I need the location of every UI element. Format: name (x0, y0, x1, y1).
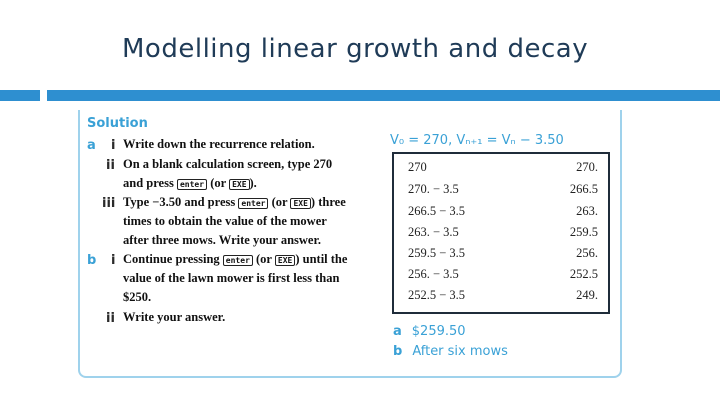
answer-text: $259.50 (411, 324, 466, 339)
step-text: Type −3.50 and press enter (or EXE) thre… (123, 195, 346, 209)
calc-row: 256. − 3.5 252.5 (408, 267, 598, 287)
calc-output: 249. (576, 288, 598, 302)
step-text: On a blank calculation screen, type 270 (123, 157, 333, 171)
step-number: ii (106, 311, 115, 326)
enter-key-icon: enter (238, 197, 269, 209)
calc-input: 270 (408, 160, 427, 174)
answer-label: a (393, 324, 402, 339)
step-text: Continue pressing enter (or EXE) until t… (123, 252, 348, 266)
calc-output: 256. (576, 246, 598, 260)
exe-key-icon: EXE (274, 254, 296, 266)
enter-key-icon: enter (176, 178, 208, 190)
step-text: times to obtain the value of the mower (123, 214, 327, 228)
calc-row: 259.5 − 3.5 256. (408, 246, 598, 266)
step-number: i (111, 253, 116, 268)
step-text: value of the lawn mower is first less th… (123, 271, 340, 285)
answer-text: After six mows (412, 344, 508, 359)
accent-bar-left (0, 90, 40, 101)
exe-key-icon: EXE (290, 197, 311, 209)
calc-input: 259.5 − 3.5 (408, 246, 466, 260)
answer-a: a $259.50 (393, 324, 466, 339)
calc-row: 266.5 − 3.5 263. (408, 204, 598, 224)
step-text: after three mows. Write your answer. (123, 233, 322, 247)
step-text: and press enter (or EXE). (123, 176, 257, 190)
calc-row: 263. − 3.5 259.5 (408, 225, 598, 245)
calc-output: 266.5 (569, 182, 598, 196)
enter-key-icon: enter (222, 254, 253, 266)
calc-row: 252.5 − 3.5 249. (408, 288, 598, 308)
part-b-label: b (87, 253, 97, 268)
calc-output: 263. (576, 204, 598, 218)
calc-output: 259.5 (569, 225, 598, 239)
exe-key-icon: EXE (229, 178, 250, 190)
step-number: ii (106, 158, 115, 173)
step-text: Write down the recurrence relation. (123, 137, 315, 151)
step-text: $250. (123, 290, 152, 304)
calc-row: 270 270. (408, 160, 598, 180)
calc-output: 252.5 (569, 267, 598, 281)
calculator-screen: 270 270. 270. − 3.5 266.5 266.5 − 3.5 26… (392, 152, 610, 314)
calc-input: 256. − 3.5 (408, 267, 459, 281)
step-number: i (111, 138, 116, 153)
step-text: Write your answer. (123, 310, 226, 324)
calc-output: 270. (576, 160, 598, 174)
step-number: iii (102, 196, 116, 211)
calc-input: 263. − 3.5 (408, 225, 459, 239)
calc-input: 266.5 − 3.5 (408, 204, 466, 218)
accent-bar-right (47, 90, 720, 101)
answer-label: b (393, 344, 403, 359)
solution-heading: Solution (87, 116, 148, 131)
calc-row: 270. − 3.5 266.5 (408, 182, 598, 202)
slide-title: Modelling linear growth and decay (122, 34, 589, 64)
answer-b: b After six mows (393, 344, 508, 359)
calc-input: 252.5 − 3.5 (408, 288, 466, 302)
part-a-label: a (87, 138, 96, 153)
calc-input: 270. − 3.5 (408, 182, 459, 196)
recurrence-relation: V₀ = 270, Vₙ₊₁ = Vₙ − 3.50 (390, 133, 564, 148)
